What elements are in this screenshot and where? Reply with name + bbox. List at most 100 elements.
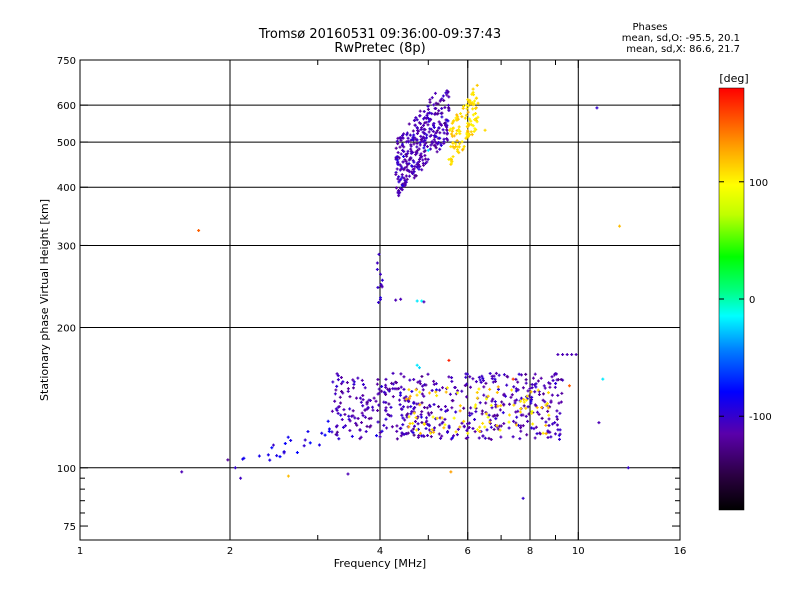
data-point <box>488 418 492 422</box>
data-point <box>444 409 448 413</box>
data-point <box>538 432 542 436</box>
data-point <box>554 382 558 386</box>
data-point <box>437 140 441 144</box>
data-point <box>376 378 380 382</box>
data-point <box>543 400 547 404</box>
data-point <box>432 138 436 142</box>
data-point <box>544 420 548 424</box>
data-point <box>340 389 344 393</box>
data-point <box>408 378 412 382</box>
data-point <box>420 374 424 378</box>
data-point <box>466 431 470 435</box>
data-point <box>470 412 474 416</box>
data-point <box>447 358 451 362</box>
data-point <box>450 132 454 136</box>
data-point <box>407 122 411 126</box>
y-tick-label: 75 <box>63 522 76 533</box>
data-point <box>510 388 514 392</box>
data-point <box>417 163 421 167</box>
data-point <box>471 113 475 117</box>
data-point <box>512 419 516 423</box>
data-point <box>426 433 430 437</box>
data-point <box>556 378 560 382</box>
data-point <box>359 400 363 404</box>
data-point <box>521 496 525 500</box>
data-point <box>558 428 562 432</box>
data-point <box>384 385 388 389</box>
data-point <box>335 384 339 388</box>
data-point <box>558 411 562 415</box>
data-point <box>507 426 511 430</box>
data-point <box>412 133 416 137</box>
data-point <box>515 415 519 419</box>
data-point <box>452 126 456 130</box>
data-point <box>549 400 553 404</box>
data-point <box>422 394 426 398</box>
data-point <box>402 132 406 136</box>
y-tick-label: 100 <box>57 464 76 475</box>
data-point <box>421 158 425 162</box>
data-point <box>420 168 424 172</box>
x-axis-label: Frequency [MHz] <box>334 557 426 570</box>
data-point <box>514 377 518 381</box>
data-point <box>376 300 380 304</box>
data-point <box>517 372 521 376</box>
data-point <box>335 430 339 434</box>
data-point <box>286 474 290 478</box>
data-point <box>469 385 473 389</box>
data-point <box>425 160 429 164</box>
data-point <box>415 299 419 303</box>
data-point <box>412 433 416 437</box>
data-point <box>438 136 442 140</box>
data-point <box>498 428 502 432</box>
data-point <box>399 167 403 171</box>
data-point <box>427 413 431 417</box>
data-point <box>399 152 403 156</box>
data-point <box>417 366 421 370</box>
data-point <box>430 389 434 393</box>
data-point <box>555 372 559 376</box>
data-point <box>521 413 525 417</box>
data-point <box>519 373 523 377</box>
data-point <box>406 139 410 143</box>
data-point <box>417 434 421 438</box>
data-point <box>295 451 299 455</box>
data-point <box>540 416 544 420</box>
data-point <box>493 413 497 417</box>
data-point <box>412 176 416 180</box>
data-point <box>455 139 459 143</box>
data-point <box>422 422 426 426</box>
data-point <box>360 421 364 425</box>
data-point <box>452 416 456 420</box>
data-point <box>257 454 261 458</box>
y-tick-label: 200 <box>57 324 76 335</box>
data-point <box>471 377 475 381</box>
data-point <box>546 409 550 413</box>
data-point <box>359 435 363 439</box>
data-point <box>474 96 478 100</box>
data-point <box>409 405 413 409</box>
data-point <box>477 436 481 440</box>
data-point <box>394 186 398 190</box>
data-point <box>422 146 426 150</box>
data-point <box>462 144 466 148</box>
colorbar-unit-label: [deg] <box>719 72 748 85</box>
data-point <box>399 138 403 142</box>
data-point <box>476 428 480 432</box>
data-point <box>386 412 390 416</box>
data-point <box>450 406 454 410</box>
data-point <box>502 403 506 407</box>
data-point <box>464 113 468 117</box>
data-point <box>489 403 493 407</box>
data-point <box>368 425 372 429</box>
data-point <box>442 137 446 141</box>
data-point <box>424 157 428 161</box>
data-point <box>308 441 312 445</box>
stats-line-o: mean, sd,O: -95.5, 20.1 <box>621 33 740 44</box>
data-point <box>421 384 425 388</box>
data-point <box>420 421 424 425</box>
data-point <box>412 170 416 174</box>
data-point <box>394 381 398 385</box>
data-point <box>433 91 437 95</box>
